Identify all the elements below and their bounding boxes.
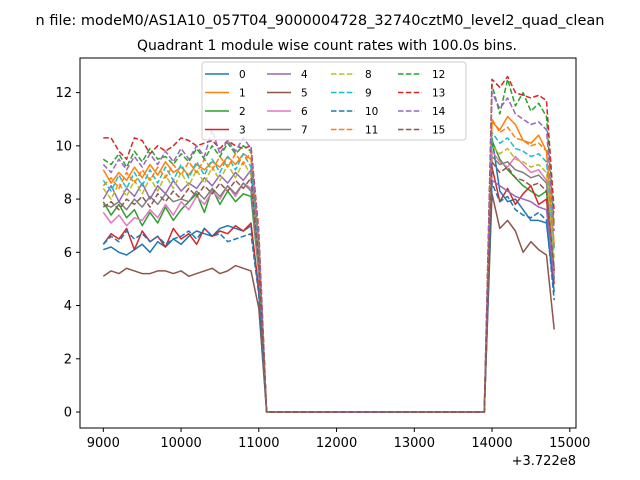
- y-tick-label: 10: [55, 139, 72, 154]
- series-line-11: [102, 118, 555, 413]
- x-tick-label: 12000: [316, 436, 357, 451]
- legend-label-15: 15: [432, 125, 445, 137]
- legend-label-4: 4: [301, 69, 308, 81]
- x-tick-label: 9000: [87, 436, 120, 451]
- figure-suptitle: n file: modeM0/AS1A10_057T04_9000004728_…: [36, 13, 605, 29]
- legend-label-14: 14: [432, 106, 446, 118]
- x-tick-label: 14000: [471, 436, 512, 451]
- ticks-group: 9000 10000 11000 12000 13000 14000 15000 0 2 4 6 8 1…: [55, 86, 590, 451]
- x-tick-label: 11000: [238, 436, 279, 451]
- series-line-5: [102, 193, 555, 413]
- legend-label-11: 11: [365, 125, 378, 137]
- series-line-14: [102, 91, 555, 413]
- legend-label-1: 1: [239, 88, 246, 100]
- series-line-7: [103, 155, 555, 413]
- series-line-15: [102, 161, 555, 413]
- legend-label-12: 12: [432, 69, 445, 81]
- legend-label-10: 10: [365, 106, 378, 118]
- legend-label-9: 9: [365, 88, 372, 100]
- series-line-8: [102, 145, 555, 413]
- legend-label-6: 6: [301, 106, 308, 118]
- legend-label-0: 0: [239, 69, 246, 81]
- legend-label-7: 7: [301, 125, 308, 137]
- legend-label-8: 8: [365, 69, 372, 81]
- legend-label-5: 5: [301, 88, 308, 100]
- axes-frame: [79, 57, 577, 429]
- y-tick-label: 0: [64, 406, 72, 421]
- series-line-4: [102, 169, 555, 413]
- x-tick-label: 13000: [394, 436, 435, 451]
- series-line-6: [102, 150, 555, 413]
- x-tick-label: 10000: [160, 436, 201, 451]
- y-tick-label: 8: [64, 193, 72, 208]
- series-line-9: [102, 131, 555, 413]
- legend-label-3: 3: [239, 125, 246, 137]
- legend-label-13: 13: [432, 88, 445, 100]
- legend-label-2: 2: [239, 106, 246, 118]
- y-tick-label: 6: [64, 246, 72, 261]
- series-line-0: [103, 137, 555, 413]
- series-line-10: [102, 182, 555, 413]
- y-tick-label: 4: [64, 299, 72, 314]
- series-line-12: [102, 78, 555, 413]
- x-tick-label: 15000: [549, 436, 590, 451]
- series-line-3: [102, 166, 555, 413]
- y-tick-label: 12: [55, 86, 72, 101]
- chart-title: Quadrant 1 module wise count rates with …: [137, 38, 517, 54]
- x-offset-label: +3.722e8: [512, 454, 576, 469]
- series-line-2: [102, 139, 555, 413]
- legend-frame: [201, 61, 467, 141]
- y-tick-label: 2: [64, 352, 72, 367]
